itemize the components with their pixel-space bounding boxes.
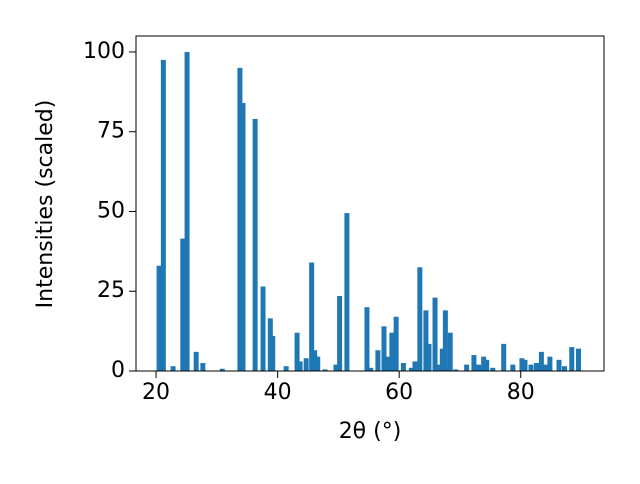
bar <box>442 310 448 371</box>
plot-frame <box>135 35 605 372</box>
bar <box>471 355 477 371</box>
bar <box>193 351 199 371</box>
bar <box>423 310 429 371</box>
bar <box>385 356 391 371</box>
bar <box>368 367 374 371</box>
bar <box>303 358 309 371</box>
bar <box>381 326 387 371</box>
bar <box>200 363 206 371</box>
bar <box>543 364 549 371</box>
bar <box>453 369 459 371</box>
bar <box>337 296 343 371</box>
bar <box>333 364 339 371</box>
bar <box>575 348 581 371</box>
bar <box>528 364 534 371</box>
bar <box>393 316 399 371</box>
bar <box>510 364 516 371</box>
bar <box>417 267 423 371</box>
bar <box>252 118 258 371</box>
bar <box>309 262 315 371</box>
x-tick-label: 20 <box>142 380 170 405</box>
bar <box>435 364 441 371</box>
bar <box>408 367 414 371</box>
bar <box>490 367 496 371</box>
bar <box>484 359 490 371</box>
x-axis-label: 2θ (°) <box>339 419 402 444</box>
bar <box>501 343 507 371</box>
bar <box>464 364 470 371</box>
bar <box>283 366 289 371</box>
bar <box>237 67 243 372</box>
bar <box>312 350 318 371</box>
bar <box>364 307 370 371</box>
bar <box>344 213 350 371</box>
bar <box>569 347 575 371</box>
y-tick-label: 100 <box>83 39 125 64</box>
bar <box>476 364 482 371</box>
bar <box>519 358 525 371</box>
bar <box>412 361 418 371</box>
bar <box>219 368 225 371</box>
bar <box>297 361 303 371</box>
x-tick-label: 80 <box>507 380 535 405</box>
bar <box>294 332 300 371</box>
bar <box>315 356 321 371</box>
bar <box>432 297 438 371</box>
bar <box>240 103 246 371</box>
bar <box>389 332 395 371</box>
bar <box>522 359 528 371</box>
x-tick-label: 40 <box>264 380 292 405</box>
bar <box>426 343 432 371</box>
y-tick-label: 50 <box>97 198 125 223</box>
bar <box>184 51 190 371</box>
y-tick-label: 25 <box>97 278 125 303</box>
y-tick-label: 0 <box>111 358 125 383</box>
y-axis-label: Intensities (scaled) <box>33 100 58 309</box>
bar <box>375 350 381 371</box>
bar <box>180 238 186 371</box>
bar <box>481 356 487 371</box>
bar <box>170 366 176 371</box>
bar <box>547 356 553 371</box>
bar <box>160 59 166 372</box>
bar <box>561 366 567 371</box>
bar <box>534 363 540 371</box>
bar <box>270 335 276 371</box>
bar <box>439 348 445 371</box>
y-tick-label: 75 <box>97 119 125 144</box>
bar <box>156 265 162 371</box>
bar <box>538 351 544 371</box>
bar <box>556 359 562 371</box>
bar <box>400 363 406 371</box>
bar <box>322 369 328 371</box>
x-tick-label: 60 <box>385 380 413 405</box>
bar <box>447 332 453 371</box>
bar <box>260 286 266 371</box>
